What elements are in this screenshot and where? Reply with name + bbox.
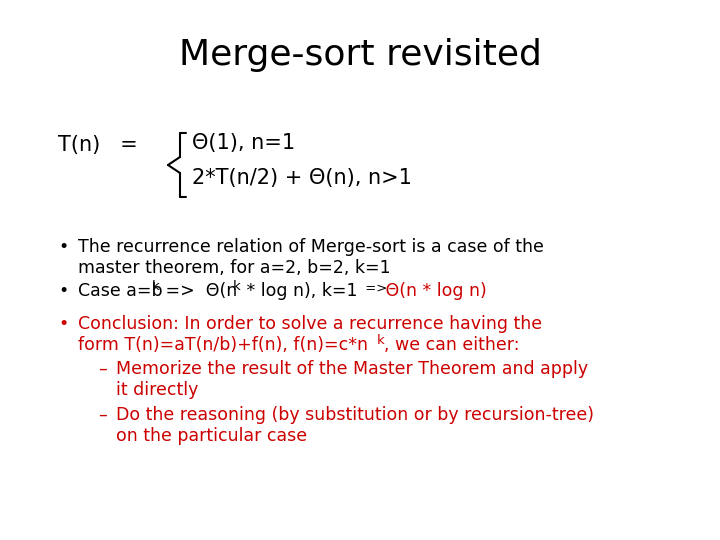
Text: Conclusion: In order to solve a recurrence having the: Conclusion: In order to solve a recurren…: [78, 315, 542, 333]
Text: Merge-sort revisited: Merge-sort revisited: [179, 38, 541, 72]
Text: The recurrence relation of Merge-sort is a case of the: The recurrence relation of Merge-sort is…: [78, 238, 544, 256]
Text: Θ(1), n=1: Θ(1), n=1: [192, 133, 295, 153]
Text: =>: =>: [361, 282, 387, 295]
Text: k: k: [233, 280, 240, 293]
Text: master theorem, for a=2, b=2, k=1: master theorem, for a=2, b=2, k=1: [78, 259, 391, 277]
Text: –: –: [98, 360, 107, 378]
Text: form T(n)=aT(n/b)+f(n), f(n)=c*n: form T(n)=aT(n/b)+f(n), f(n)=c*n: [78, 336, 368, 354]
Text: =>  Θ(n: => Θ(n: [160, 282, 238, 300]
Text: T(n)   =: T(n) =: [58, 135, 138, 155]
Text: Case a=b: Case a=b: [78, 282, 163, 300]
Text: –: –: [98, 406, 107, 424]
Text: it directly: it directly: [116, 381, 199, 399]
Text: •: •: [58, 238, 68, 256]
Text: Memorize the result of the Master Theorem and apply: Memorize the result of the Master Theore…: [116, 360, 588, 378]
Text: on the particular case: on the particular case: [116, 427, 307, 445]
Text: Θ(n * log n): Θ(n * log n): [380, 282, 487, 300]
Text: Do the reasoning (by substitution or by recursion-tree): Do the reasoning (by substitution or by …: [116, 406, 594, 424]
Text: k: k: [152, 280, 160, 293]
Text: , we can either:: , we can either:: [384, 336, 520, 354]
Text: 2*T(n/2) + Θ(n), n>1: 2*T(n/2) + Θ(n), n>1: [192, 168, 412, 188]
Text: * log n), k=1: * log n), k=1: [241, 282, 358, 300]
Text: •: •: [58, 315, 68, 333]
Text: k: k: [377, 334, 384, 347]
Text: •: •: [58, 282, 68, 300]
